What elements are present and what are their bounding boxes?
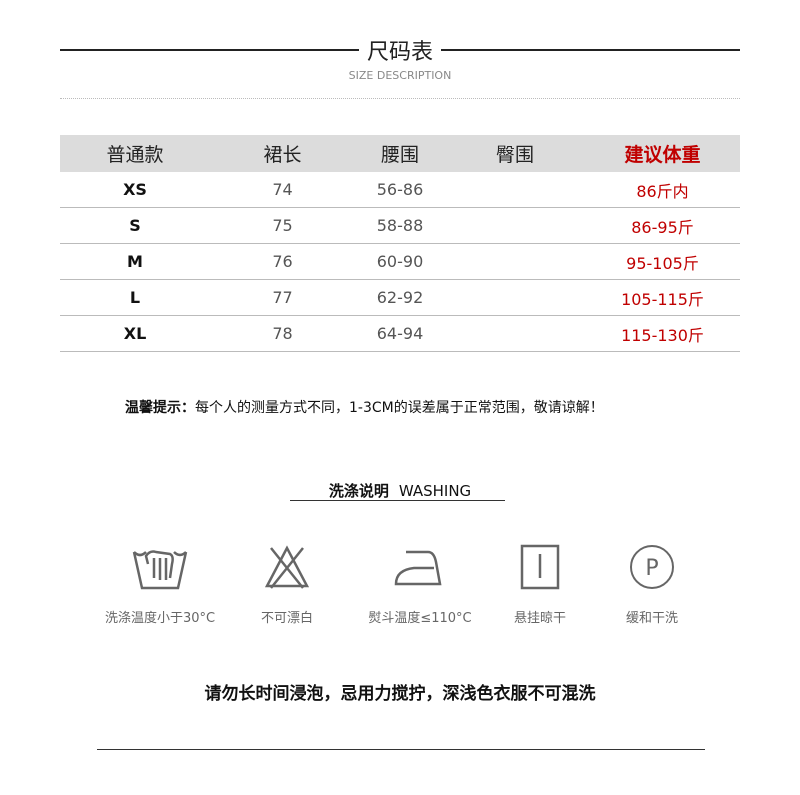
col-header-style: 普通款 <box>60 135 210 172</box>
page-title: 尺码表 <box>0 34 800 66</box>
table-row: XL 78 64-94 115-130斤 <box>60 315 740 352</box>
cell-hip <box>445 207 585 244</box>
footer-divider <box>97 749 705 750</box>
iron-icon <box>394 550 442 586</box>
cell-length: 77 <box>210 279 355 316</box>
title-text: 尺码表 <box>358 40 441 65</box>
dotted-divider <box>60 98 740 99</box>
no-bleach-label: 不可漂白 <box>260 611 313 626</box>
table-row: L 77 62-92 105-115斤 <box>60 279 740 316</box>
cell-hip <box>445 315 585 352</box>
cell-size: XL <box>60 315 210 352</box>
washing-title: 洗涤说明 WASHING <box>0 480 800 501</box>
col-header-length: 裙长 <box>210 135 355 172</box>
hang-dry-icon <box>520 544 560 590</box>
cell-length: 76 <box>210 243 355 280</box>
cell-hip <box>445 279 585 316</box>
cell-weight: 105-115斤 <box>585 279 740 316</box>
size-table: 普通款 裙长 腰围 臀围 建议体重 XS 74 56-86 86斤内 S 75 58-88 8… <box>60 135 740 352</box>
dry-clean-icon: P <box>630 545 674 589</box>
col-header-waist: 腰围 <box>355 135 445 172</box>
page-subtitle: SIZE DESCRIPTION <box>348 69 452 82</box>
no-bleach-icon <box>264 545 310 589</box>
cell-weight: 95-105斤 <box>585 243 740 280</box>
cell-weight: 115-130斤 <box>585 315 740 352</box>
cell-hip <box>445 243 585 280</box>
col-header-hip: 臀围 <box>445 135 585 172</box>
dry-clean-label: 缓和干洗 <box>625 611 678 626</box>
hang-dry-label: 悬挂晾干 <box>513 611 566 626</box>
table-row: XS 74 56-86 86斤内 <box>60 172 740 208</box>
cell-waist: 64-94 <box>355 315 445 352</box>
table-row: M 76 60-90 95-105斤 <box>60 243 740 280</box>
col-header-weight: 建议体重 <box>585 135 740 172</box>
washing-title-cn: 洗涤说明 <box>328 482 389 500</box>
cell-hip <box>445 172 585 208</box>
washing-note: 请勿长时间浸泡，忌用力搅拧，深浅色衣服不可混洗 <box>204 684 596 704</box>
hand-wash-label: 洗涤温度小于30°C <box>104 611 216 626</box>
cell-size: S <box>60 207 210 244</box>
cell-size: XS <box>60 172 210 208</box>
svg-text:P: P <box>645 556 658 581</box>
cell-waist: 60-90 <box>355 243 445 280</box>
washing-underline <box>290 500 505 501</box>
cell-waist: 62-92 <box>355 279 445 316</box>
cell-weight: 86-95斤 <box>585 207 740 244</box>
cell-waist: 58-88 <box>355 207 445 244</box>
table-row: S 75 58-88 86-95斤 <box>60 207 740 244</box>
cell-length: 74 <box>210 172 355 208</box>
iron-label: 熨斗温度≤110°C <box>368 611 472 626</box>
tip-label: 温馨提示： <box>125 400 195 416</box>
cell-length: 75 <box>210 207 355 244</box>
tip-body: 每个人的测量方式不同，1-3CM的误差属于正常范围，敬请谅解！ <box>195 400 604 416</box>
hand-wash-icon <box>132 550 188 590</box>
cell-size: L <box>60 279 210 316</box>
cell-size: M <box>60 243 210 280</box>
cell-length: 78 <box>210 315 355 352</box>
table-header-row: 普通款 裙长 腰围 臀围 建议体重 <box>60 135 740 172</box>
cell-waist: 56-86 <box>355 172 445 208</box>
cell-weight: 86斤内 <box>585 172 740 208</box>
washing-title-en: WASHING <box>398 482 472 500</box>
tip-text: 温馨提示：每个人的测量方式不同，1-3CM的误差属于正常范围，敬请谅解！ <box>125 397 604 417</box>
